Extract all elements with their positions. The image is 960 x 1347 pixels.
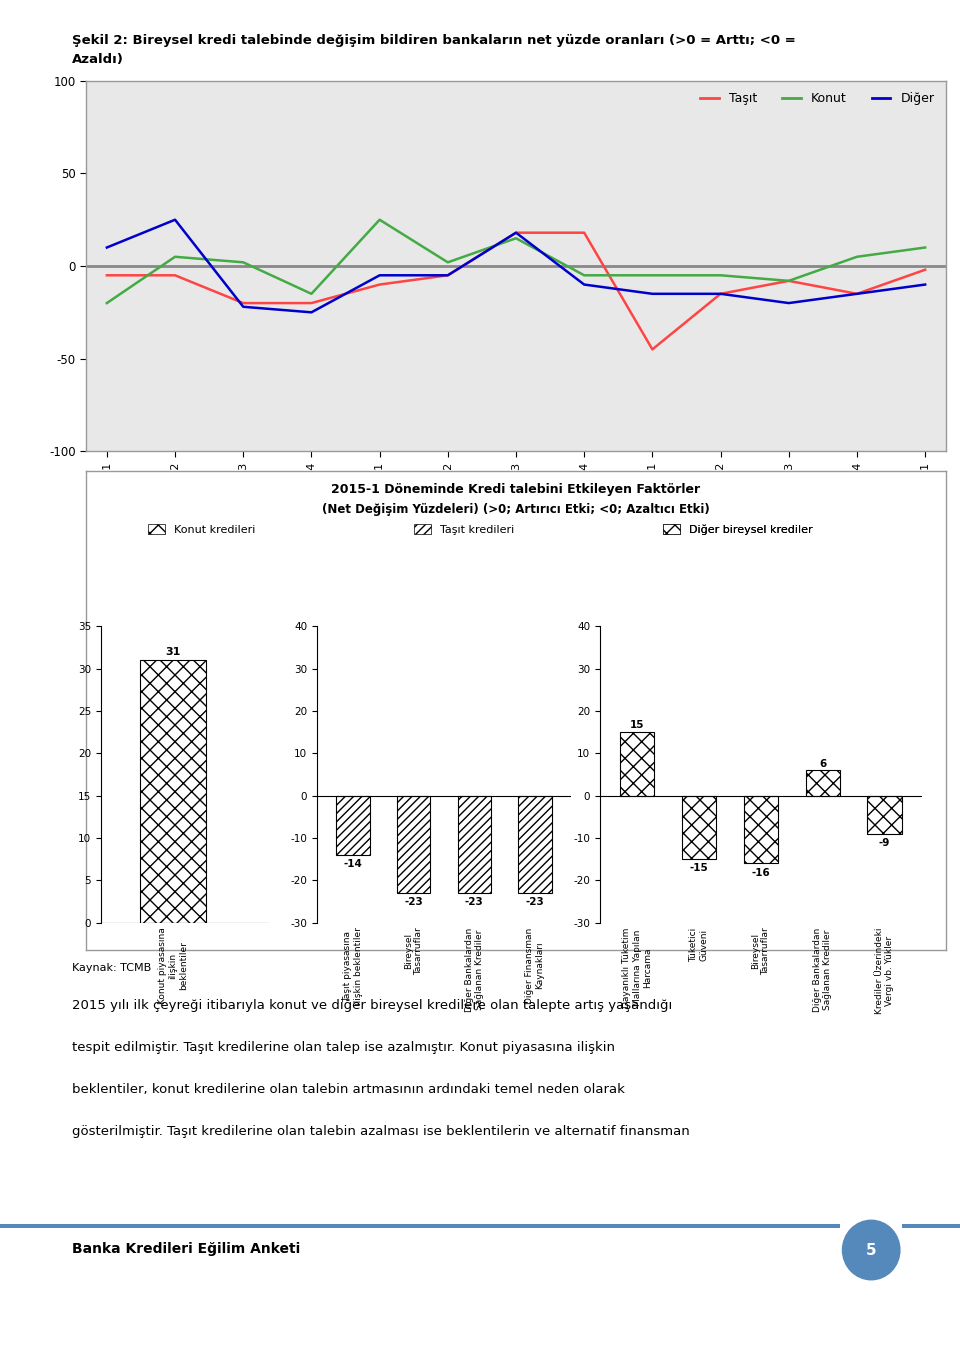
Bar	[868, 796, 901, 834]
Bar	[744, 796, 778, 863]
Text: tespit edilmiştir. Taşıt kredilerine olan talep ise azalmıştır. Konut piyasasına: tespit edilmiştir. Taşıt kredilerine ola…	[72, 1041, 615, 1055]
Text: 5: 5	[866, 1242, 876, 1258]
Legend: Diğer bireysel krediler: Diğer bireysel krediler	[659, 520, 817, 540]
Bar	[620, 733, 654, 796]
Text: -23: -23	[525, 897, 544, 908]
Text: -15: -15	[689, 863, 708, 873]
Text: 2015-1 Döneminde Kredi talebini Etkileyen Faktörler: 2015-1 Döneminde Kredi talebini Etkileye…	[331, 484, 701, 497]
Text: -16: -16	[752, 867, 770, 878]
Text: Şekil 2: Bireysel kredi talebinde değişim bildiren bankaların net yüzde oranları: Şekil 2: Bireysel kredi talebinde değişi…	[72, 34, 796, 47]
Text: -23: -23	[404, 897, 423, 908]
Text: -23: -23	[465, 897, 484, 908]
Bar	[140, 660, 205, 923]
Bar	[518, 796, 551, 893]
Bar	[337, 796, 370, 855]
Text: Azaldı): Azaldı)	[72, 53, 124, 66]
Text: 31: 31	[165, 647, 180, 657]
Text: 15: 15	[630, 721, 644, 730]
Text: Kaynak: TCMB: Kaynak: TCMB	[72, 963, 152, 973]
Bar	[805, 770, 840, 796]
Circle shape	[843, 1220, 900, 1280]
Text: Banka Kredileri Eğilim Anketi: Banka Kredileri Eğilim Anketi	[72, 1242, 300, 1255]
Text: -14: -14	[344, 859, 363, 869]
Text: gösterilmiştir. Taşıt kredilerine olan talebin azalması ise beklentilerin ve alt: gösterilmiştir. Taşıt kredilerine olan t…	[72, 1125, 689, 1138]
Bar	[458, 796, 491, 893]
Text: 2015 yılı ilk çeyreği itibarıyla konut ve diğer bireysel kredilere olan talepte : 2015 yılı ilk çeyreği itibarıyla konut v…	[72, 999, 672, 1013]
Bar	[397, 796, 430, 893]
Text: 6: 6	[819, 758, 827, 769]
Text: -9: -9	[878, 838, 890, 849]
Legend: Taşıt, Konut, Diğer: Taşıt, Konut, Diğer	[695, 88, 939, 110]
Text: beklentiler, konut kredilerine olan talebin artmasının ardındaki temel neden ola: beklentiler, konut kredilerine olan tale…	[72, 1083, 625, 1096]
Text: (Net Değişim Yüzdeleri) (>0; Artırıcı Etki; <0; Azaltıcı Etki): (Net Değişim Yüzdeleri) (>0; Artırıcı Et…	[323, 502, 709, 516]
Bar	[682, 796, 716, 859]
